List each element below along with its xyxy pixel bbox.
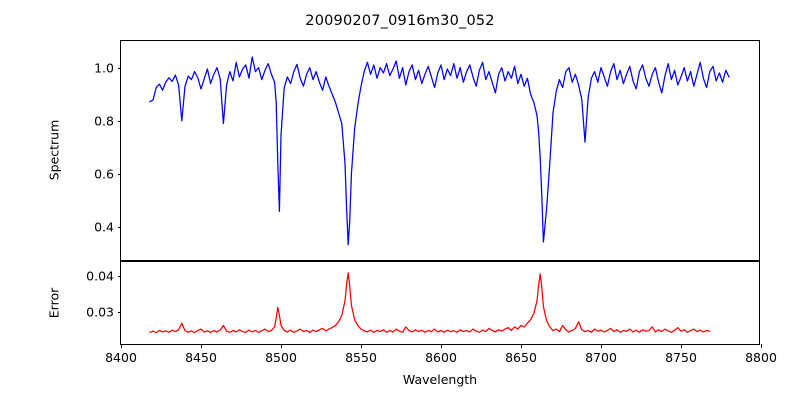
spectrum-panel: 0.4 0.6 0.8 1.0 (94, 40, 760, 261)
error-line-series (149, 272, 711, 334)
x-tick-label: 8700 (585, 350, 617, 365)
x-tick-label: 8550 (345, 350, 377, 365)
y-tick-label: 0.04 (86, 268, 114, 284)
x-tick-mark (281, 344, 283, 348)
x-tick-label: 8600 (425, 350, 457, 365)
y-tick-mark (117, 227, 121, 229)
x-tick-label: 8800 (745, 350, 777, 365)
x-tick-mark (601, 344, 603, 348)
wavelength-axis-label: Wavelength (402, 372, 478, 387)
error-panel: 0.03 0.04 8400 8450 8500 8550 8600 8650 8700 875… (86, 261, 777, 365)
y-tick-mark (117, 120, 121, 122)
y-tick-mark (117, 174, 121, 176)
y-tick-mark (117, 311, 121, 313)
y-tick-label: 1.0 (94, 60, 114, 76)
spectrum-line-series (149, 56, 730, 246)
y-tick-label: 0.03 (86, 304, 114, 320)
x-tick-label: 8400 (105, 350, 137, 365)
error-axis-label: Error (46, 287, 62, 319)
x-tick-mark (521, 344, 523, 348)
page-title: 20090207_0916m30_052 (305, 13, 495, 29)
x-tick-label: 8650 (505, 350, 537, 365)
x-tick-label: 8750 (665, 350, 697, 365)
y-tick-label: 0.6 (94, 166, 114, 182)
x-tick-mark (121, 344, 123, 348)
y-tick-mark (117, 67, 121, 69)
x-tick-mark (681, 344, 683, 348)
y-tick-label: 0.4 (94, 219, 114, 235)
x-tick-mark (441, 344, 443, 348)
y-tick-label: 0.8 (94, 113, 114, 129)
x-tick-label: 8450 (185, 350, 217, 365)
x-tick-mark (201, 344, 203, 348)
spectrum-axis-label: Spectrum (46, 119, 62, 181)
y-tick-mark (117, 275, 121, 277)
x-tick-mark (361, 344, 363, 348)
x-tick-label: 8500 (265, 350, 297, 365)
x-tick-mark (761, 344, 763, 348)
